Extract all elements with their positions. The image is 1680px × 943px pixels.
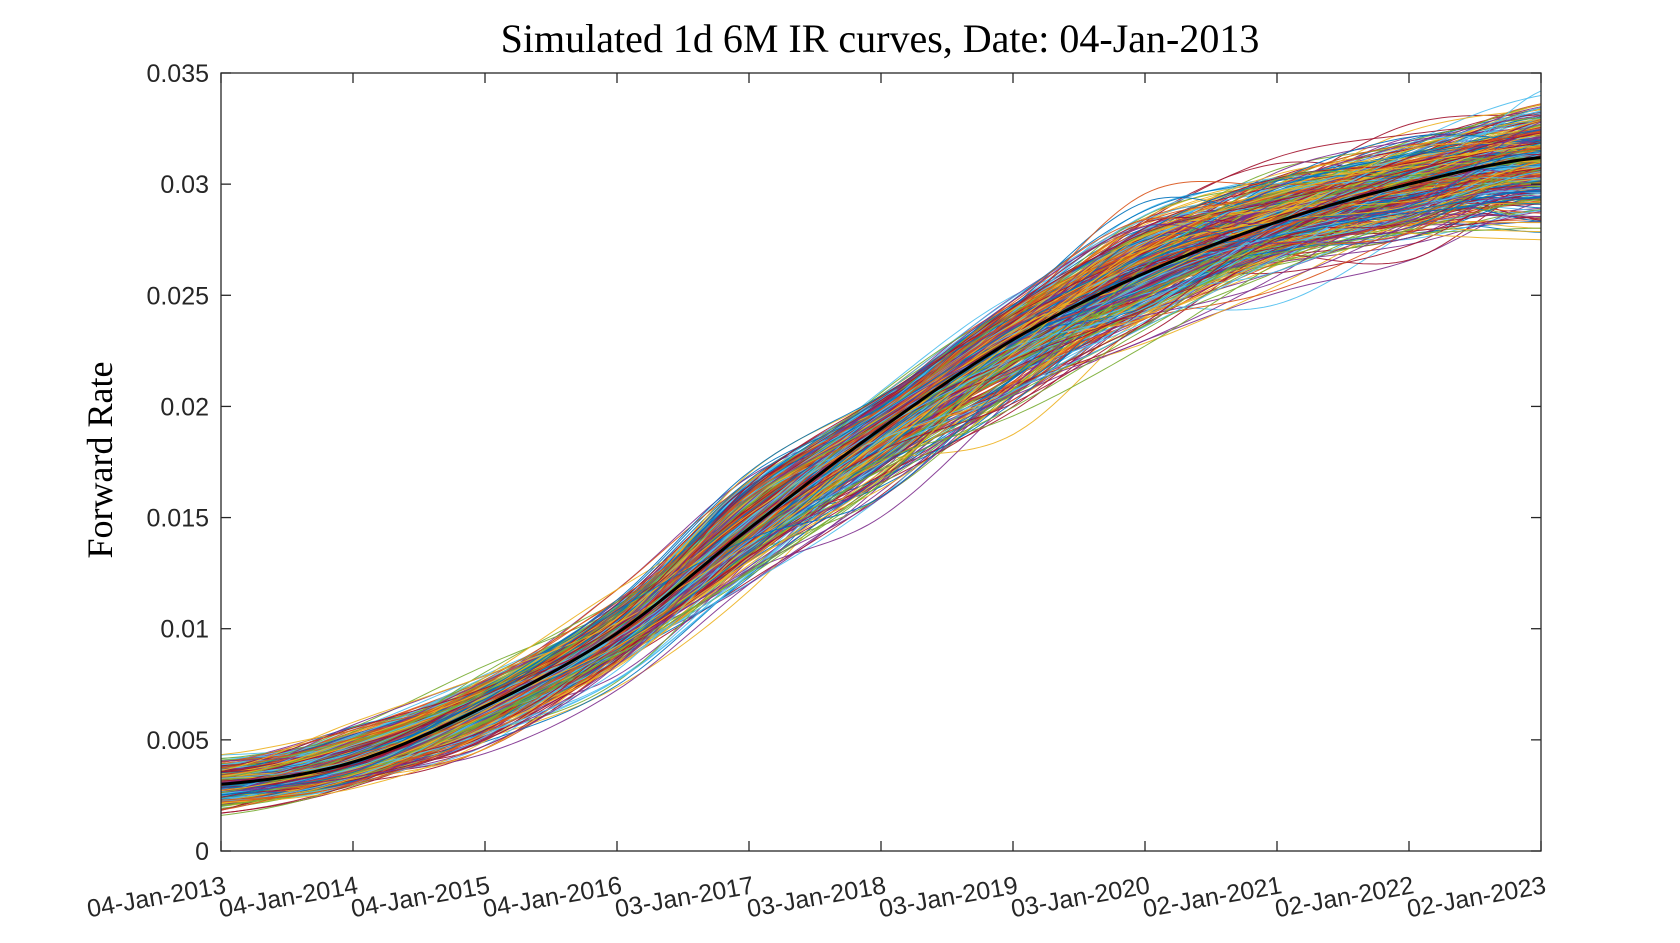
simulated-curve (221, 164, 1541, 789)
simulated-curve (221, 170, 1541, 785)
y-tick-label: 0 (195, 838, 209, 866)
simulated-curve (221, 188, 1541, 793)
simulated-curve (221, 197, 1541, 787)
simulated-curve (221, 148, 1541, 793)
simulated-curve (221, 171, 1541, 803)
x-tick-label: 02-Jan-2023 (1405, 871, 1548, 923)
simulated-curve (221, 145, 1541, 792)
simulated-curve (221, 175, 1541, 785)
x-tick-label: 03-Jan-2019 (877, 871, 1020, 923)
y-tick-label: 0.01 (160, 616, 209, 644)
simulated-curve (221, 160, 1541, 787)
simulated-curve (221, 139, 1541, 796)
simulated-curve (221, 150, 1541, 786)
simulated-curve (221, 191, 1541, 785)
simulated-curve (221, 220, 1541, 784)
simulated-curve (221, 210, 1541, 790)
simulated-curve (221, 133, 1541, 779)
simulated-curve (221, 163, 1541, 805)
x-tick-label: 02-Jan-2021 (1141, 871, 1284, 923)
simulated-curve (221, 171, 1541, 797)
simulated-curve (221, 140, 1541, 795)
simulated-curve (221, 219, 1541, 784)
simulated-curve (221, 167, 1541, 780)
simulated-curve (221, 175, 1541, 785)
simulated-curve (221, 210, 1541, 793)
simulated-curve (221, 159, 1541, 780)
simulated-curve (221, 210, 1541, 779)
mean-curve-group (221, 156, 1541, 786)
simulated-curve (221, 178, 1541, 794)
simulated-curve (221, 195, 1541, 781)
simulated-curve (221, 201, 1541, 784)
simulated-curve (221, 202, 1541, 774)
simulated-curve (221, 169, 1541, 777)
simulated-curve (221, 111, 1541, 795)
simulated-curve (221, 172, 1541, 805)
x-tick-label: 02-Jan-2022 (1273, 871, 1416, 923)
mean-curve (221, 156, 1541, 786)
y-tick-label: 0.035 (146, 60, 209, 88)
simulated-curve (221, 165, 1541, 772)
simulated-curves (221, 90, 1541, 816)
x-tick-label: 03-Jan-2020 (1009, 871, 1152, 923)
simulated-curve (221, 208, 1541, 777)
simulated-curve (221, 172, 1541, 788)
simulated-curve (221, 196, 1541, 771)
simulated-curve (221, 214, 1541, 773)
simulated-curve (221, 189, 1541, 796)
simulated-curve (221, 172, 1541, 788)
simulated-curve (221, 163, 1541, 784)
simulated-curve (221, 186, 1541, 786)
simulated-curve (221, 174, 1541, 772)
simulated-curve (221, 182, 1541, 798)
simulated-curve (221, 192, 1541, 783)
chart-title: Simulated 1d 6M IR curves, Date: 04-Jan-… (501, 16, 1260, 61)
simulated-curve (221, 221, 1541, 783)
simulated-curve (221, 203, 1541, 794)
simulated-curve (221, 146, 1541, 787)
y-axis-label: Forward Rate (80, 362, 120, 559)
simulated-curve (221, 197, 1541, 787)
y-tick-label: 0.02 (160, 393, 209, 421)
simulated-curve (221, 142, 1541, 779)
y-tick-label: 0.025 (146, 282, 209, 310)
simulated-curve (221, 161, 1541, 771)
simulated-curve (221, 184, 1541, 784)
x-tick-label: 04-Jan-2013 (85, 871, 228, 923)
x-tick-label: 04-Jan-2014 (217, 871, 360, 923)
x-tick-label: 03-Jan-2017 (613, 871, 756, 923)
simulated-curve (221, 182, 1541, 794)
y-tick-label: 0.03 (160, 171, 209, 199)
simulated-curve (221, 189, 1541, 785)
simulated-curve (221, 157, 1541, 779)
simulated-curve (221, 190, 1541, 778)
x-tick-label: 03-Jan-2018 (745, 871, 888, 923)
simulated-curve (221, 183, 1541, 793)
y-tick-label: 0.015 (146, 505, 209, 533)
simulated-curve (221, 191, 1541, 789)
y-tick-label: 0.005 (146, 727, 209, 755)
simulated-curve (221, 153, 1541, 784)
simulated-curve (221, 203, 1541, 784)
x-tick-label: 04-Jan-2015 (349, 871, 492, 923)
simulated-curve (221, 151, 1541, 785)
simulated-curve (221, 217, 1541, 784)
simulated-curve (221, 201, 1541, 779)
y-ticks: 0 0.005 0.01 0.015 0.02 0.025 0.03 0.035 (146, 60, 1541, 866)
x-tick-label: 04-Jan-2016 (481, 871, 624, 923)
